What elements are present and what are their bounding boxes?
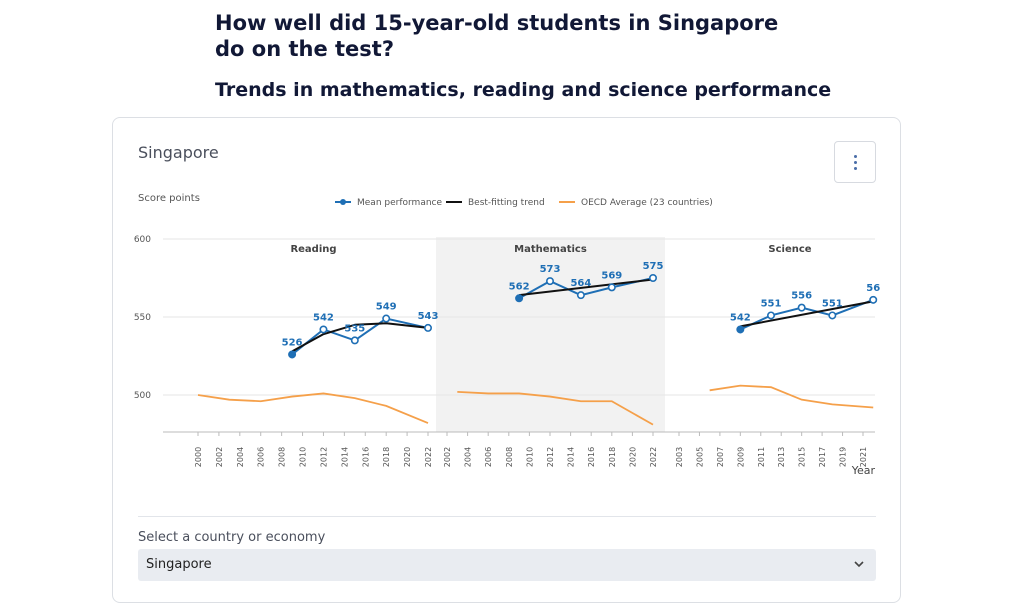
- data-label: 543: [418, 311, 439, 322]
- panel-title-science: Science: [768, 244, 811, 255]
- y-tick-label: 500: [134, 391, 151, 401]
- legend-label-trend: Best-fitting trend: [468, 198, 545, 208]
- x-tick-label: 2006: [257, 447, 266, 467]
- data-label: 556: [791, 291, 812, 302]
- x-tick-label: 2019: [839, 447, 848, 467]
- x-tick-label: 2016: [587, 447, 596, 467]
- panel-title-reading: Reading: [290, 244, 336, 255]
- x-tick-label: 2014: [340, 447, 349, 467]
- x-tick-label: 2010: [525, 447, 534, 467]
- mean-point: [382, 314, 391, 323]
- data-label: 551: [761, 298, 782, 309]
- x-tick-label: 2018: [382, 447, 391, 467]
- select-label: Select a country or economy: [138, 530, 326, 545]
- x-tick-label: 2022: [649, 447, 658, 467]
- x-tick-label: 2013: [777, 447, 786, 467]
- x-axis-label: Year: [851, 464, 876, 477]
- x-tick-label: 2021: [859, 447, 868, 467]
- x-tick-label: 2002: [215, 447, 224, 467]
- data-label: 569: [601, 270, 622, 281]
- mean-point: [423, 323, 432, 332]
- x-tick-label: 2003: [675, 447, 684, 467]
- chevron-down-icon: [854, 561, 864, 568]
- x-tick-label: 2017: [818, 447, 827, 467]
- page-title: How well did 15-year-old students in Sin…: [215, 11, 779, 61]
- country-select[interactable]: Singapore: [138, 549, 876, 581]
- mean-point: [766, 311, 775, 320]
- data-label: 573: [540, 264, 561, 275]
- divider: [138, 516, 876, 517]
- x-tick-label: 2012: [546, 447, 555, 467]
- legend-label-mean: Mean performance: [357, 198, 442, 208]
- data-label: 526: [282, 337, 303, 348]
- data-label: 551: [822, 298, 843, 309]
- x-tick-label: 2008: [278, 447, 287, 467]
- trend-line-mathematics: [518, 278, 654, 297]
- data-label: 542: [730, 312, 751, 323]
- x-tick-label: 2004: [464, 447, 473, 467]
- y-axis-label: Score points: [138, 193, 200, 204]
- data-label: 575: [643, 261, 664, 272]
- y-tick-label: 550: [134, 313, 151, 323]
- x-tick-label: 2008: [505, 447, 514, 467]
- x-tick-label: 2007: [716, 447, 725, 467]
- kebab-vertical-icon: [853, 154, 857, 170]
- mean-point: [736, 325, 745, 334]
- x-tick-label: 2006: [484, 447, 493, 467]
- mean-point: [869, 295, 878, 304]
- card-title: Singapore: [138, 143, 219, 162]
- x-tick-label: 2020: [628, 447, 637, 467]
- mean-point: [319, 325, 328, 334]
- mean-point: [576, 291, 585, 300]
- oecd-line-reading: [197, 392, 429, 424]
- page-subtitle: Trends in mathematics, reading and scien…: [215, 79, 832, 101]
- mean-point: [648, 274, 657, 283]
- x-tick-label: 2009: [736, 447, 745, 467]
- mean-point: [288, 350, 297, 359]
- data-label: 564: [570, 278, 591, 289]
- data-label: 549: [376, 302, 397, 313]
- panel-shade-mathematics: [436, 237, 665, 432]
- x-tick-label: 2022: [424, 447, 433, 467]
- data-label: 562: [509, 281, 530, 292]
- x-tick-label: 2004: [236, 447, 245, 467]
- data-label: 56: [866, 283, 880, 294]
- y-tick-label: 600: [134, 235, 151, 245]
- x-tick-label: 2014: [567, 447, 576, 467]
- mean-point: [797, 303, 806, 312]
- x-tick-label: 2011: [757, 447, 766, 467]
- x-tick-label: 2005: [695, 447, 704, 467]
- legend-marker-mean: [340, 199, 346, 205]
- legend-label-oecd: OECD Average (23 countries): [581, 198, 713, 208]
- mean-point: [515, 294, 524, 303]
- mean-point: [607, 283, 616, 292]
- trend-line-science: [740, 300, 874, 328]
- x-tick-label: 2010: [299, 447, 308, 467]
- oecd-line-science: [709, 384, 874, 409]
- chart-card: Singapore Score points Mean performance Be…: [112, 117, 901, 603]
- x-tick-label: 2020: [403, 447, 412, 467]
- x-tick-label: 2002: [443, 447, 452, 467]
- x-tick-label: 2015: [798, 447, 807, 467]
- x-tick-label: 2012: [319, 447, 328, 467]
- country-select-value: Singapore: [146, 557, 212, 572]
- x-tick-label: 2016: [361, 447, 370, 467]
- panel-title-mathematics: Mathematics: [514, 244, 587, 255]
- mean-point: [545, 277, 554, 286]
- oecd-line-mathematics: [457, 390, 654, 426]
- data-label: 535: [344, 323, 365, 334]
- x-tick-label: 2000: [194, 447, 203, 467]
- trend-line-reading: [291, 322, 429, 353]
- mean-point: [350, 336, 359, 345]
- chart-menu-button[interactable]: [834, 141, 876, 183]
- data-label: 542: [313, 312, 334, 323]
- mean-point: [828, 311, 837, 320]
- x-tick-label: 2018: [608, 447, 617, 467]
- trend-chart: Score points Mean performance Best-fitting…: [134, 193, 880, 477]
